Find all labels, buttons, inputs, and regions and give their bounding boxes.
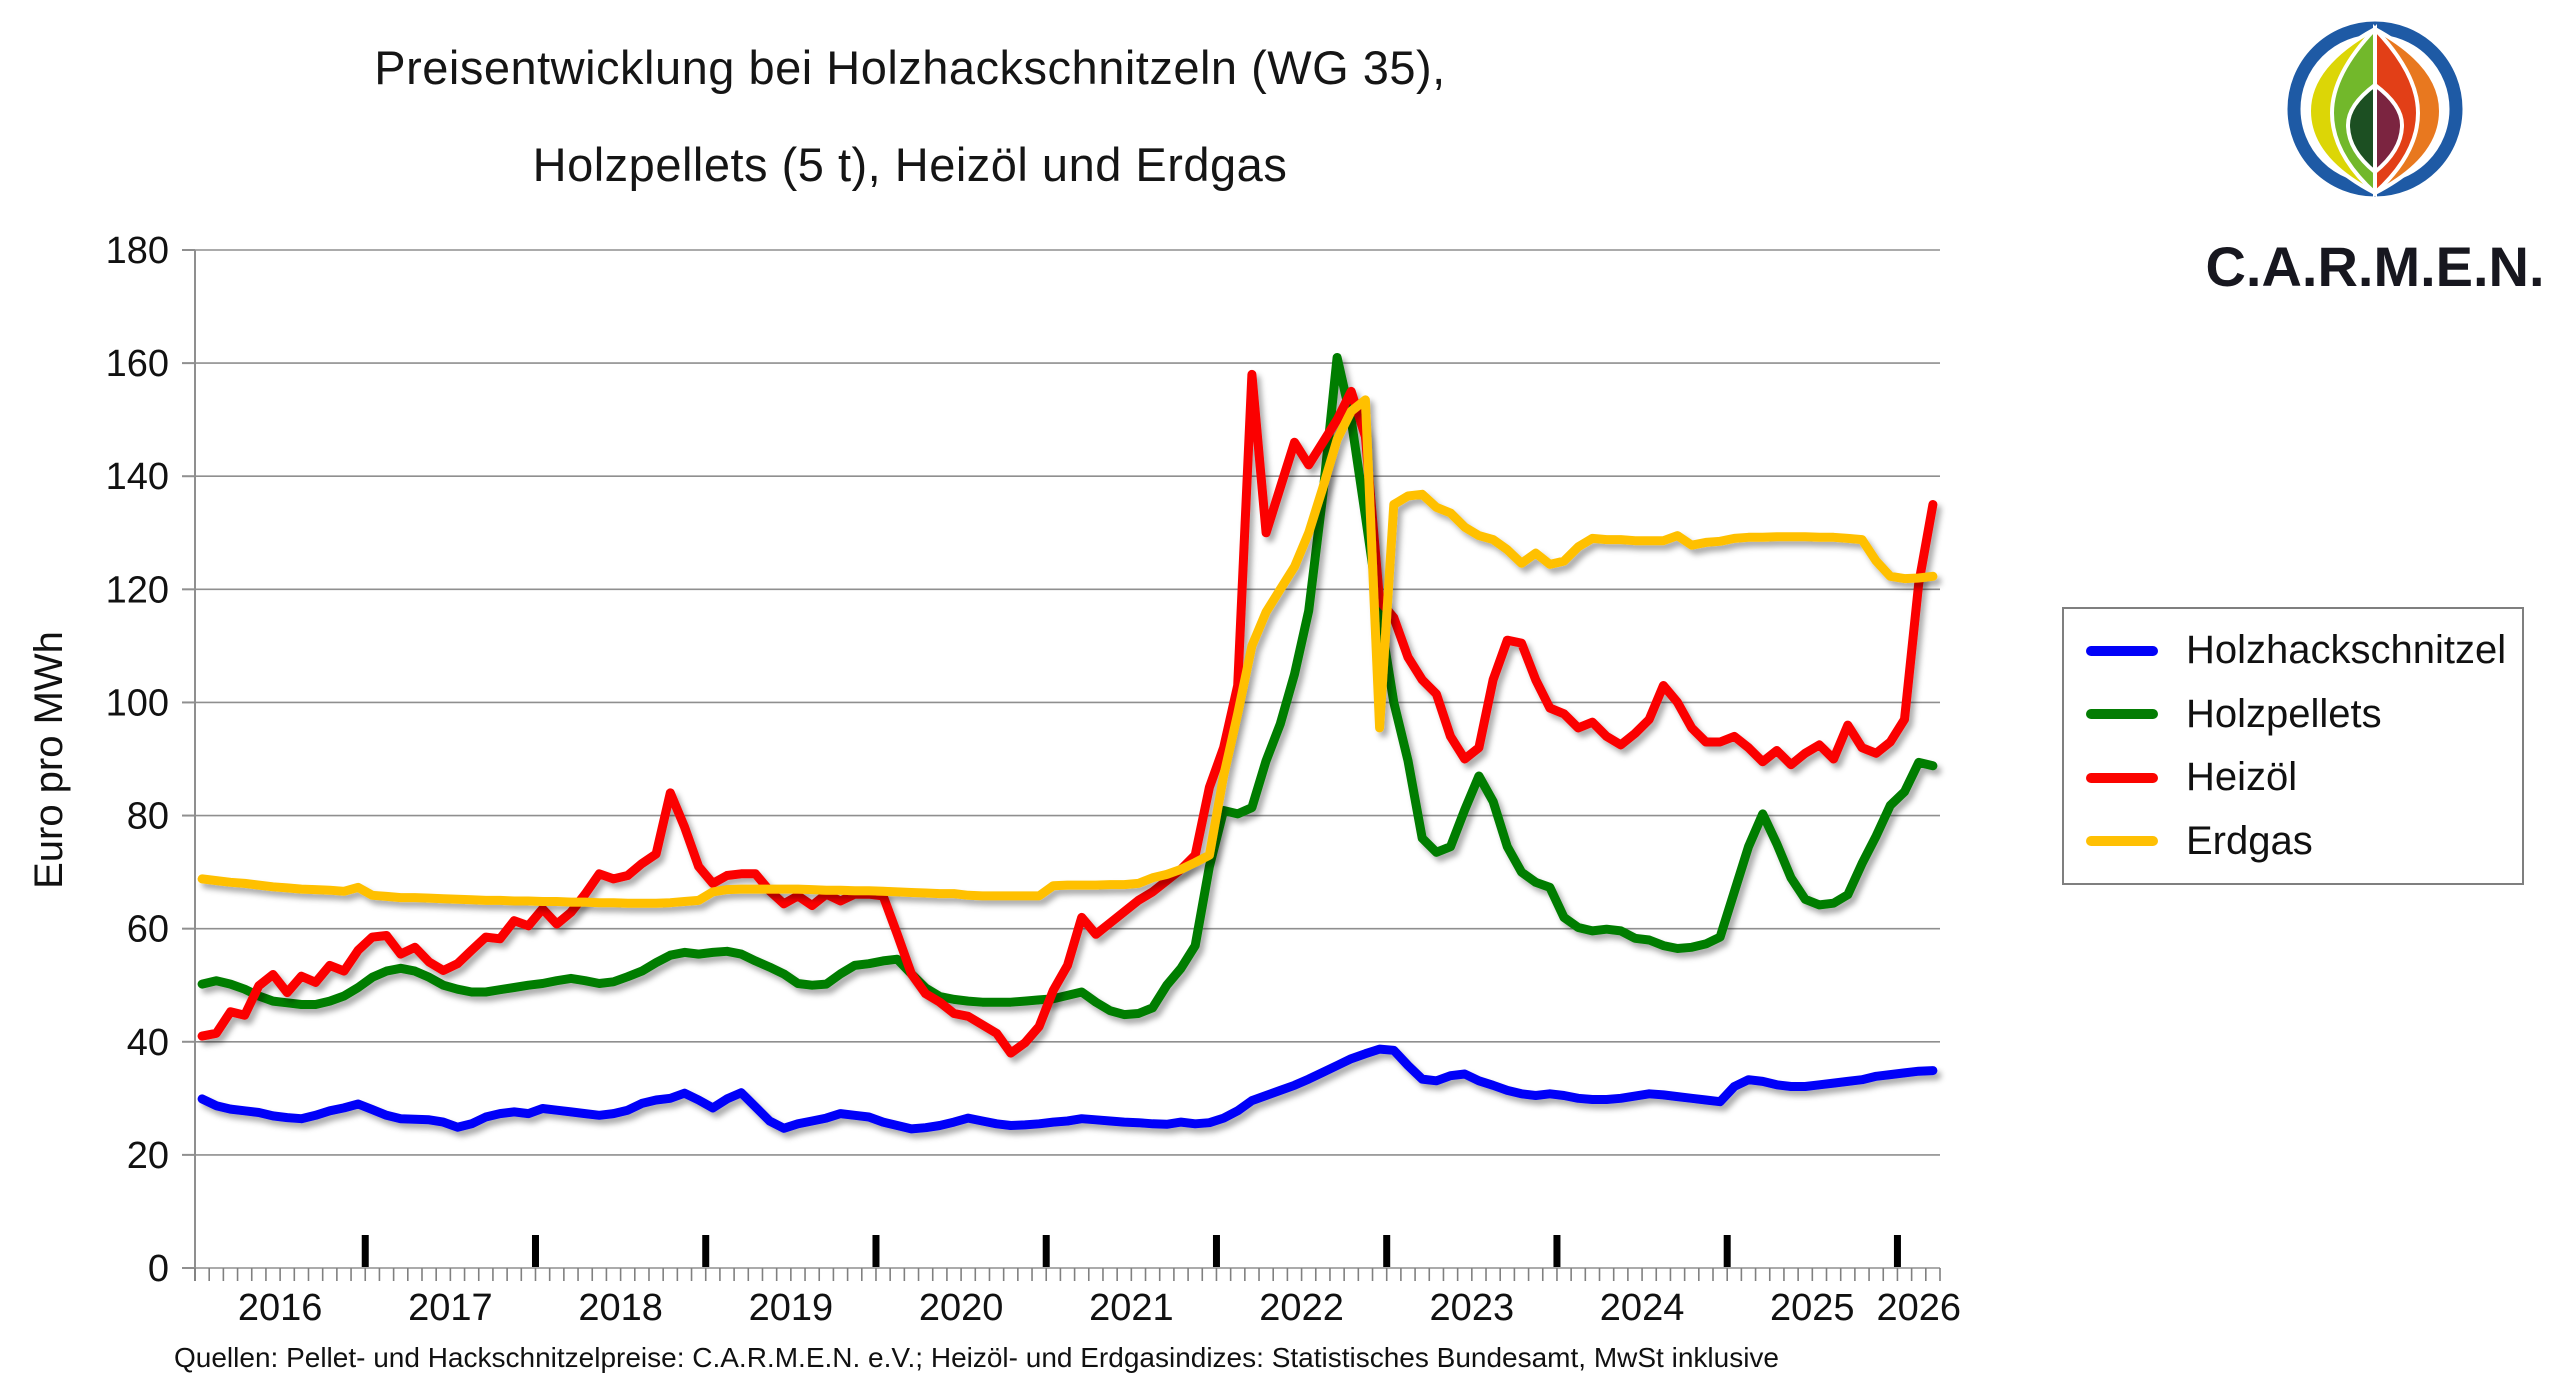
year-separator-tick <box>1042 1235 1050 1267</box>
series-line-holzhackschnitzel <box>197 1044 1938 1134</box>
legend-item-holzhackschnitzel: Holzhackschnitzel <box>2086 628 2522 673</box>
year-separator-tick <box>702 1235 710 1267</box>
year-separator-tick <box>361 1235 369 1267</box>
legend-swatch-icon <box>2086 836 2158 847</box>
y-tick-label: 160 <box>106 343 169 385</box>
year-separator-tick <box>531 1235 539 1267</box>
year-separator-tick <box>1212 1235 1220 1267</box>
x-tick-label-2019: 2019 <box>749 1287 834 1329</box>
year-separator-tick <box>1723 1235 1731 1267</box>
series-line-heizl <box>197 369 1938 1058</box>
x-tick-label-2018: 2018 <box>578 1287 663 1329</box>
chart-legend: Holzhackschnitzel Holzpellets Heizöl Erdgas <box>2062 607 2524 885</box>
legend-label: Heizöl <box>2186 755 2298 800</box>
series-line-erdgas <box>197 395 1938 908</box>
series-line-holzpellets <box>197 353 1938 1020</box>
legend-item-erdgas: Erdgas <box>2086 819 2522 864</box>
year-separator-tick <box>1893 1235 1901 1267</box>
legend-label: Erdgas <box>2186 818 2313 863</box>
legend-item-holzpellets: Holzpellets <box>2086 692 2522 737</box>
x-tick-label-2026: 2026 <box>1876 1287 1961 1329</box>
legend-label: Holzhackschnitzel <box>2186 628 2507 673</box>
y-tick-label: 120 <box>106 569 169 611</box>
chart-title-line1: Preisentwicklung bei Holzhackschnitzeln … <box>374 41 1446 94</box>
y-tick-label: 140 <box>106 456 169 498</box>
y-tick-label: 80 <box>127 796 169 838</box>
y-tick-label: 0 <box>148 1248 169 1290</box>
legend-swatch-icon <box>2086 645 2158 656</box>
y-tick-label: 100 <box>106 682 169 724</box>
x-tick-label-2021: 2021 <box>1089 1287 1174 1329</box>
year-separator-tick <box>1383 1235 1391 1267</box>
legend-swatch-icon <box>2086 772 2158 783</box>
x-tick-label-2025: 2025 <box>1770 1287 1855 1329</box>
year-separator-tick <box>872 1235 880 1267</box>
legend-label: Holzpellets <box>2186 691 2382 736</box>
carmen-logo-icon <box>2287 21 2463 198</box>
legend-swatch-icon <box>2086 709 2158 720</box>
year-separator-tick <box>1553 1235 1561 1267</box>
legend-item-heizl: Heizöl <box>2086 755 2522 800</box>
x-tick-label-2017: 2017 <box>408 1287 493 1329</box>
chart-title-line2: Holzpellets (5 t), Heizöl und Erdgas <box>532 138 1288 191</box>
y-tick-label: 40 <box>127 1022 169 1064</box>
y-axis-label: Euro pro MWh <box>27 631 71 889</box>
source-note: Quellen: Pellet- und Hackschnitzelpreise… <box>174 1342 1779 1373</box>
carmen-logo: C.A.R.M.E.N. <box>2195 12 2555 299</box>
x-tick-label-2024: 2024 <box>1600 1287 1685 1329</box>
y-tick-label: 20 <box>127 1135 169 1177</box>
carmen-logo-text: C.A.R.M.E.N. <box>2205 235 2545 298</box>
x-tick-label-2016: 2016 <box>238 1287 323 1329</box>
y-tick-label: 180 <box>106 230 169 272</box>
y-tick-label: 60 <box>127 909 169 951</box>
chart-title: Preisentwicklung bei Holzhackschnitzeln … <box>230 40 1590 192</box>
x-tick-label-2020: 2020 <box>919 1287 1004 1329</box>
x-tick-label-2022: 2022 <box>1259 1287 1344 1329</box>
x-tick-label-2023: 2023 <box>1430 1287 1515 1329</box>
